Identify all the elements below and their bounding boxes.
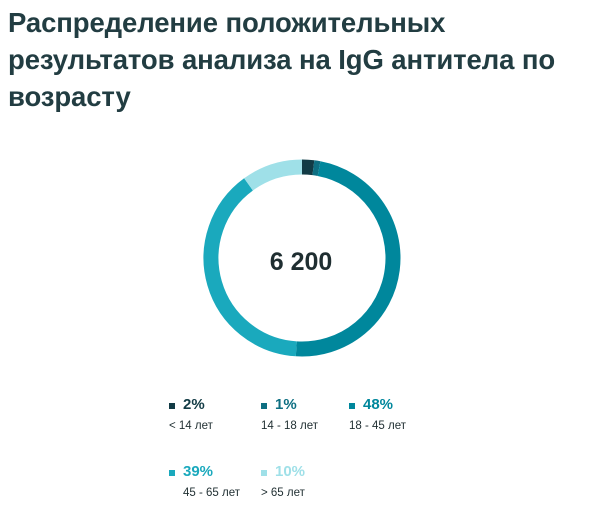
donut-segment-1 [301, 159, 315, 176]
legend-item-1: 2% < 14 лет [169, 396, 309, 441]
legend-swatch [261, 403, 267, 409]
legend-percent: 48% [363, 396, 394, 413]
legend-item-2: 1% 14 - 18 лет [261, 396, 401, 441]
donut-segment-3 [295, 161, 401, 357]
legend-swatch [169, 470, 175, 476]
legend-percent: 2% [183, 396, 205, 413]
chart-title: Распределение положительных результатов … [8, 7, 556, 112]
legend-age-label: 18 - 45 лет [349, 420, 406, 432]
legend-age-label: 14 - 18 лет [261, 420, 318, 432]
donut-segment-4 [203, 178, 297, 357]
legend-age-label: 45 - 65 лет [183, 487, 240, 499]
donut-segment-2 [312, 160, 321, 176]
legend-age-label: < 14 лет [169, 420, 213, 432]
donut-segment-5 [244, 159, 303, 191]
donut-segments [203, 159, 401, 357]
legend-swatch [349, 403, 355, 409]
legend-item-4: 39% 45 - 65 лет [169, 463, 309, 508]
center-total-value: 6 200 [270, 248, 333, 276]
legend-item-3: 48% 18 - 45 лет [349, 396, 489, 441]
legend-item-5: 10% > 65 лет [261, 463, 401, 508]
legend-age-label: > 65 лет [261, 487, 305, 499]
legend-percent: 10% [275, 463, 306, 480]
legend-percent: 39% [183, 463, 214, 480]
legend-swatch [169, 403, 175, 409]
legend-percent: 1% [275, 396, 297, 413]
legend-swatch [261, 470, 267, 476]
